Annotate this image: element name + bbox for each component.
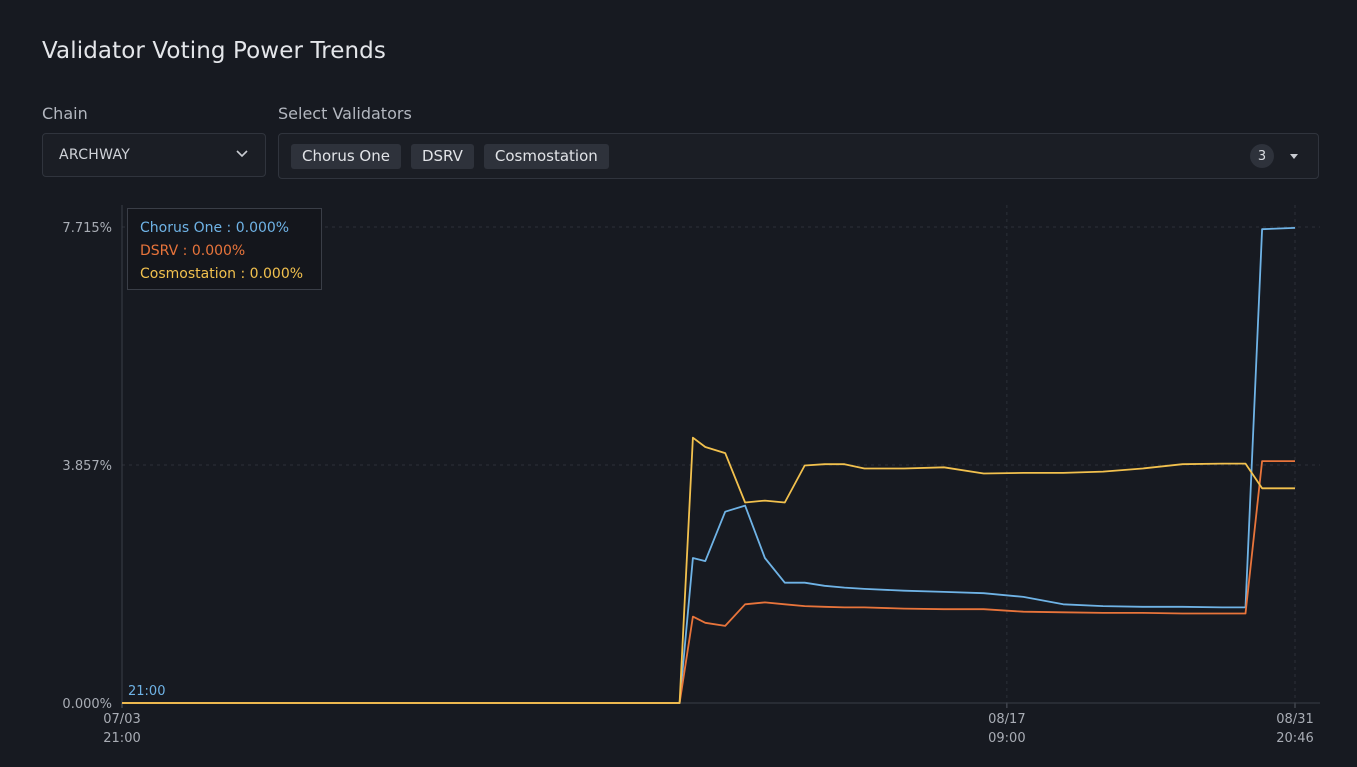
voting-power-chart[interactable]: 0.000% 3.857% 7.715% 07/03 21:00 08/17 09:00 08…: [0, 190, 1357, 767]
y-tick-label: 7.715%: [62, 221, 112, 236]
caret-down-icon[interactable]: [1290, 153, 1298, 159]
chevron-down-icon: [235, 147, 249, 163]
x-tick-label-date: 08/31: [1276, 712, 1313, 727]
validators-select[interactable]: Chorus One DSRV Cosmostation 3: [278, 133, 1319, 179]
y-tick-label: 3.857%: [62, 459, 112, 474]
series-line-chorus-one: [122, 227, 1296, 704]
page-title: Validator Voting Power Trends: [42, 38, 386, 64]
chain-select-value: ARCHWAY: [59, 147, 131, 163]
validator-chip-chorus-one[interactable]: Chorus One: [291, 143, 401, 169]
validators-label: Select Validators: [278, 104, 412, 123]
validator-chip-dsrv[interactable]: DSRV: [410, 143, 474, 169]
tooltip-row-chorus-one: Chorus One : 0.000%: [140, 220, 290, 236]
tooltip-row-cosmostation: Cosmostation : 0.000%: [140, 266, 304, 282]
tooltip-row-dsrv: DSRV : 0.000%: [140, 243, 246, 259]
x-tick-label-time: 20:46: [1276, 731, 1313, 746]
series-line-dsrv: [122, 460, 1295, 704]
x-tick-label-date: 07/03: [103, 712, 140, 727]
hover-time-label: 21:00: [128, 684, 165, 699]
x-tick-label-time: 09:00: [988, 731, 1025, 746]
validator-chip-cosmostation[interactable]: Cosmostation: [483, 143, 609, 169]
x-tick-label-time: 21:00: [103, 731, 140, 746]
x-tick-label-date: 08/17: [988, 712, 1025, 727]
chain-label: Chain: [42, 104, 88, 123]
y-tick-label: 0.000%: [62, 697, 112, 712]
selected-count-badge: 3: [1250, 144, 1274, 168]
chart-tooltip: Chorus One : 0.000% DSRV : 0.000% Cosmos…: [127, 208, 322, 290]
chain-select[interactable]: ARCHWAY: [42, 133, 266, 177]
series-line-cosmostation: [122, 436, 1295, 704]
